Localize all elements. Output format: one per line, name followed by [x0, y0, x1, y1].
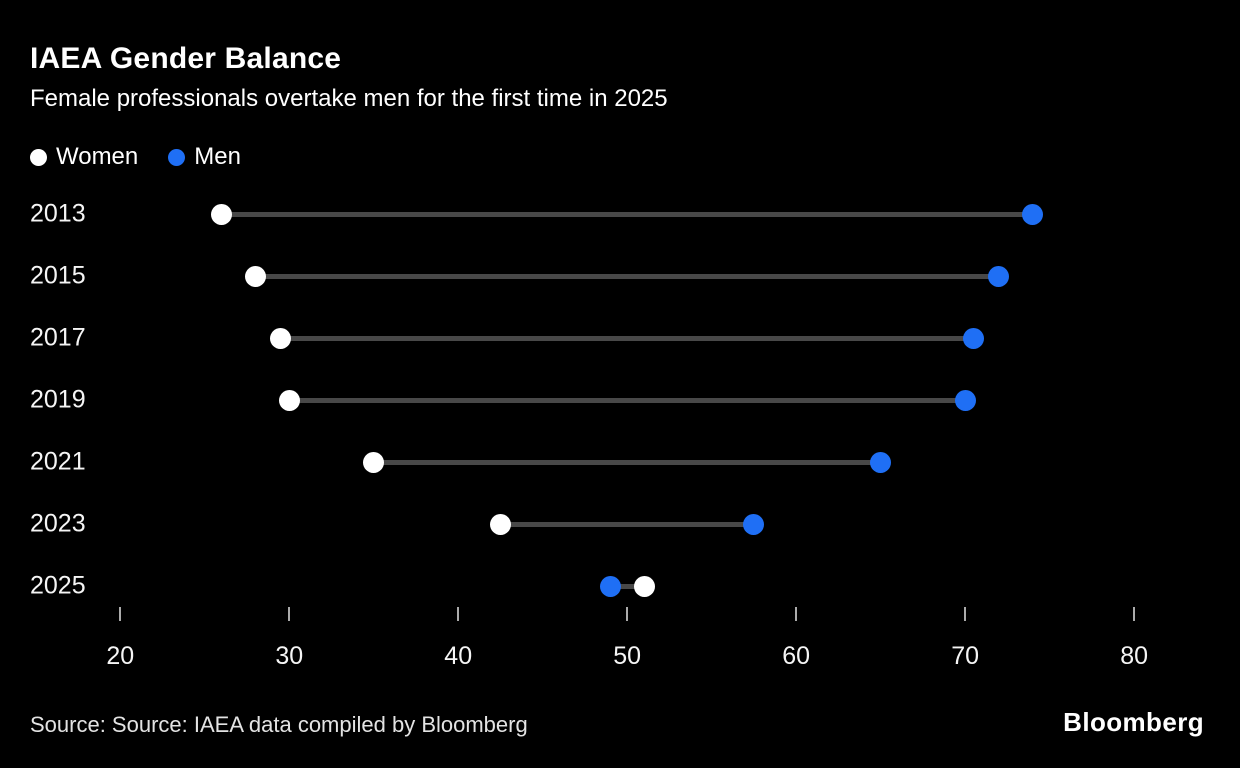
- x-tick-label: 20: [106, 642, 135, 670]
- men-legend-dot-icon: [168, 148, 186, 166]
- chart-row-2013: 2013: [0, 183, 1240, 245]
- row-plot: [100, 555, 1200, 617]
- connector-line: [500, 521, 754, 527]
- legend-item-women: Women: [30, 143, 138, 171]
- x-tick-label: 70: [951, 642, 980, 670]
- year-label: 2019: [30, 385, 86, 414]
- legend-item-men: Men: [168, 143, 241, 171]
- chart-row-2025: 2025: [0, 555, 1240, 617]
- x-tick-label: 40: [444, 642, 473, 670]
- chart-plot-area: 2013 2015 2017 2019 2021 2023 2025: [0, 183, 1240, 617]
- chart-row-2023: 2023: [0, 493, 1240, 555]
- x-tick-label: 60: [782, 642, 811, 670]
- men-dot: [963, 327, 985, 349]
- connector-line: [221, 211, 1033, 217]
- year-label: 2017: [30, 323, 86, 352]
- row-plot: [100, 307, 1200, 369]
- women-dot: [278, 389, 300, 411]
- men-dot: [988, 265, 1010, 287]
- connector-line: [610, 583, 645, 589]
- connector-line: [373, 459, 881, 465]
- men-dot: [870, 451, 892, 473]
- row-plot: [100, 245, 1200, 307]
- legend-label: Women: [56, 143, 139, 170]
- legend-label: Men: [194, 143, 241, 170]
- x-tick-mark: [964, 607, 967, 621]
- row-plot: [100, 369, 1200, 431]
- x-tick-mark: [457, 607, 460, 621]
- women-dot: [489, 513, 511, 535]
- x-tick-mark: [795, 607, 798, 621]
- chart-legend: Women Men: [30, 143, 241, 171]
- x-tick-mark: [626, 607, 629, 621]
- year-label: 2025: [30, 571, 86, 600]
- chart-row-2021: 2021: [0, 431, 1240, 493]
- x-tick-mark: [1133, 607, 1136, 621]
- x-axis-ticks: [100, 607, 1200, 621]
- row-plot: [100, 183, 1200, 245]
- x-axis-labels: 20 30 40 50 60 70 80: [100, 642, 1200, 674]
- women-dot: [211, 203, 233, 225]
- women-dot: [244, 265, 266, 287]
- connector-line: [255, 273, 999, 279]
- chart-subtitle: Female professionals overtake men for th…: [30, 85, 668, 112]
- men-dot: [743, 513, 765, 535]
- year-label: 2023: [30, 509, 86, 538]
- connector-line: [289, 397, 966, 403]
- chart-row-2019: 2019: [0, 369, 1240, 431]
- x-tick-mark: [288, 607, 291, 621]
- chart-row-2015: 2015: [0, 245, 1240, 307]
- row-plot: [100, 431, 1200, 493]
- women-legend-dot-icon: [30, 148, 47, 166]
- men-dot: [599, 575, 621, 597]
- bloomberg-logo: Bloomberg: [1063, 707, 1204, 737]
- x-tick-label: 50: [613, 642, 642, 670]
- men-dot: [1022, 203, 1044, 225]
- chart-row-2017: 2017: [0, 307, 1240, 369]
- women-dot: [633, 575, 655, 597]
- year-label: 2021: [30, 447, 86, 476]
- x-tick-label: 80: [1120, 642, 1148, 670]
- year-label: 2013: [30, 199, 86, 228]
- women-dot: [270, 327, 292, 349]
- x-tick-label: 30: [275, 642, 304, 670]
- source-text: Source: Source: IAEA data compiled by Bl…: [30, 712, 528, 737]
- connector-line: [280, 335, 974, 341]
- chart-title: IAEA Gender Balance: [30, 42, 342, 75]
- row-plot: [100, 493, 1200, 555]
- year-label: 2015: [30, 261, 86, 290]
- men-dot: [954, 389, 976, 411]
- x-tick-mark: [119, 607, 122, 621]
- women-dot: [363, 451, 385, 473]
